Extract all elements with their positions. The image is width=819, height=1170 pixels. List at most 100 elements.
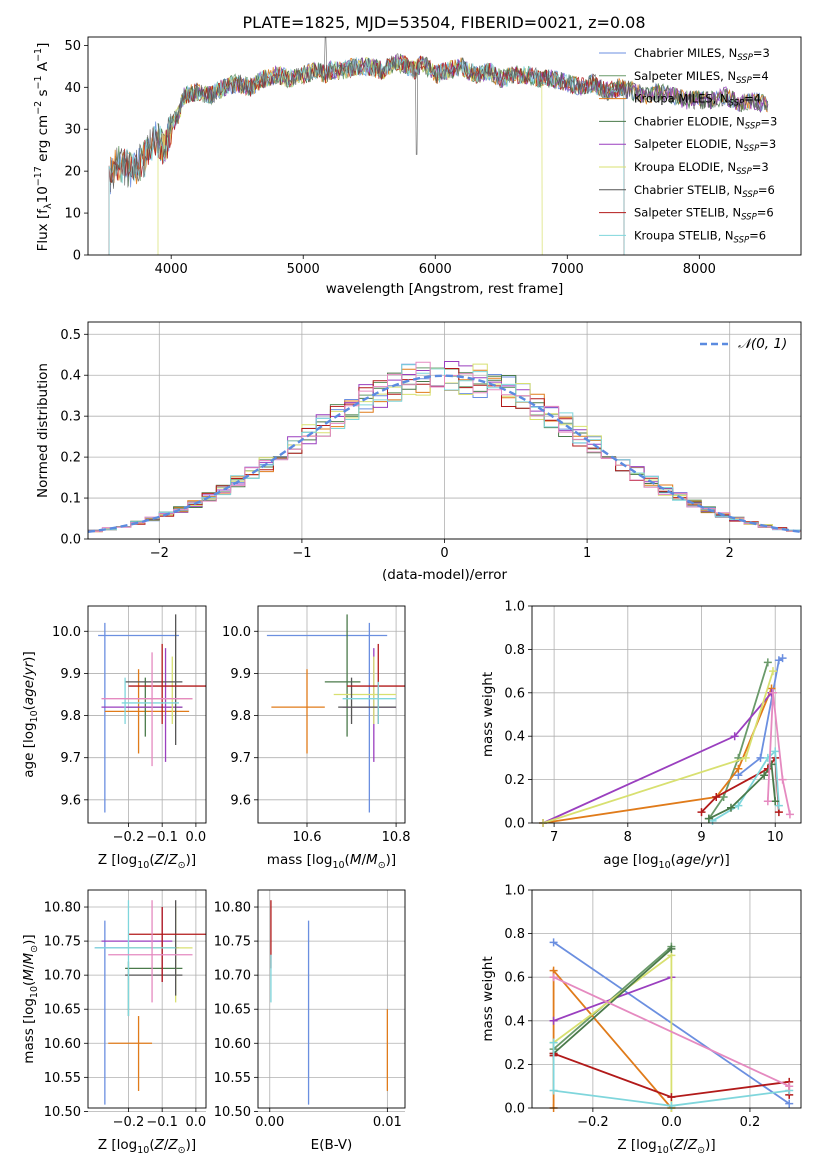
y-tick-label: 0.4 xyxy=(504,730,525,745)
figure-title: PLATE=1825, MJD=53504, FIBERID=0021, z=0… xyxy=(242,13,645,32)
massweight-vs-Z-panel: −0.2 0.0 0.20.00.20.40.60.81.0Z [log10(Z/Z… xyxy=(480,884,802,1156)
legend-text: Kroupa STELIB, N xyxy=(634,228,734,242)
mass-weight-marker xyxy=(771,797,780,806)
legend-tail: =6 xyxy=(758,183,775,197)
legend-label: Kroupa ELODIE, NSSP=3 xyxy=(634,160,769,177)
y-tick-label: 9.6 xyxy=(230,793,251,808)
y-tick-label: 10.75 xyxy=(44,935,81,950)
x-tick-label: −0.2 xyxy=(113,830,145,845)
label-part: ( xyxy=(671,852,676,868)
y-tick-label: 0.0 xyxy=(504,817,525,832)
x-tick-label: −0.2 xyxy=(113,1115,145,1130)
mass-weight-marker xyxy=(774,801,783,810)
mass-weight-marker xyxy=(778,654,787,663)
legend-tail: =6 xyxy=(749,228,766,242)
y-tick-label: 9.8 xyxy=(230,709,251,724)
mass-weight-marker xyxy=(667,1093,676,1102)
x-tick-label: 0.01 xyxy=(373,1115,402,1130)
legend-text: Kroupa ELODIE, N xyxy=(634,160,736,174)
y-tick-label: 10.65 xyxy=(44,1003,81,1018)
x-tick-label: 0.0 xyxy=(186,830,207,845)
mass-weight-marker xyxy=(730,732,739,741)
x-tick-label: 2 xyxy=(726,546,734,561)
legend-sub: SSP xyxy=(736,167,752,177)
y-tick-label: 0.8 xyxy=(504,927,525,942)
axes-frame xyxy=(87,605,207,824)
label-part: 10 xyxy=(35,186,51,203)
label-part: Z [log xyxy=(617,1137,656,1153)
label-part: ⊙ xyxy=(697,1145,705,1156)
label-part: Z xyxy=(673,1137,684,1153)
label-part: / xyxy=(361,852,366,868)
legend-text: Salpeter ELODIE, N xyxy=(634,137,744,151)
x-tick-label: 8 xyxy=(624,830,632,845)
legend-sub: SSP xyxy=(745,121,761,131)
y-tick-label: 10.0 xyxy=(222,625,251,640)
legend-label: 𝒩(0, 1) xyxy=(738,336,787,352)
label-part: −17 xyxy=(33,166,44,186)
y-tick-label: 10 xyxy=(64,207,81,222)
y-tick-label: 10.70 xyxy=(44,969,81,984)
spectrum-line xyxy=(108,55,625,256)
x-tick-label: 10.8 xyxy=(382,830,411,845)
x-tick-label: 0.2 xyxy=(740,1115,761,1130)
legend-label: Chabrier STELIB, NSSP=6 xyxy=(634,183,775,200)
mass-weight-marker xyxy=(712,792,721,801)
label-part: mass [log xyxy=(21,998,37,1064)
mass-weight-marker xyxy=(734,764,743,773)
label-part: Z xyxy=(154,852,165,868)
legend-sub: SSP xyxy=(744,144,760,154)
mass-weight-marker xyxy=(667,944,676,953)
x-axis-label: E(B-V) xyxy=(311,1137,353,1153)
y-tick-label: 40 xyxy=(64,81,81,96)
label-part: 10 xyxy=(657,1145,669,1156)
legend-text: Salpeter STELIB, N xyxy=(634,206,741,220)
x-tick-label: 0.0 xyxy=(186,1115,207,1130)
y-axis-label: age [log10(age/yr)] xyxy=(21,651,40,777)
label-part: λ xyxy=(43,203,54,209)
y-tick-label: 0.2 xyxy=(504,773,525,788)
x-tick-label: 10 xyxy=(767,830,784,845)
y-axis-label: Normed distribution xyxy=(35,363,51,498)
axes-frame xyxy=(531,889,802,1109)
label-part: M xyxy=(21,952,37,964)
mass-weight-marker xyxy=(549,938,558,947)
y-tick-label: 10.50 xyxy=(44,1105,81,1120)
legend-label: Kroupa STELIB, NSSP=6 xyxy=(634,228,766,245)
legend-label: Salpeter STELIB, NSSP=6 xyxy=(634,206,774,223)
panels: 4000 5000 6000 7000 800001020304050wavelengt… xyxy=(21,36,802,1156)
mass-weight-marker xyxy=(549,1016,558,1025)
legend-text: Chabrier STELIB, N xyxy=(634,183,742,197)
label-part: Flux [f xyxy=(35,208,51,252)
label-part: )] xyxy=(705,1137,716,1153)
legend-label: Kroupa MILES, NSSP=4 xyxy=(634,92,761,109)
label-part: ⊙ xyxy=(178,860,186,871)
label-part: ( xyxy=(21,705,37,710)
spectrum-line xyxy=(110,36,769,193)
mass-weight-marker xyxy=(549,1038,558,1047)
y-tick-label: 9.9 xyxy=(60,667,81,682)
legend-sub: SSP xyxy=(741,213,757,223)
y-tick-label: 10.60 xyxy=(44,1037,81,1052)
legend-sub: SSP xyxy=(737,53,753,63)
legend-sub: SSP xyxy=(742,190,758,200)
y-tick-label: 0.2 xyxy=(60,451,81,466)
label-part: A xyxy=(35,61,51,75)
mass-weight-marker xyxy=(667,1101,676,1110)
y-tick-label: 0.6 xyxy=(504,686,525,701)
mass-weight-marker xyxy=(756,753,765,762)
x-tick-label: 4000 xyxy=(155,262,188,277)
x-axis-label: Z [log10(Z/Z⊙)] xyxy=(98,852,196,871)
axes-frame xyxy=(257,605,406,824)
y-tick-label: 9.7 xyxy=(60,751,81,766)
x-tick-label: 9 xyxy=(697,830,705,845)
label-part: mass [log xyxy=(267,852,333,868)
mass-weight-marker xyxy=(760,771,769,780)
legend-sub: SSP xyxy=(729,99,745,109)
label-part: / xyxy=(21,964,37,969)
axes-frame xyxy=(87,36,802,256)
y-tick-label: 10.55 xyxy=(44,1071,81,1086)
y-tick-label: 10.60 xyxy=(214,1037,251,1052)
y-tick-label: 10.0 xyxy=(52,625,81,640)
